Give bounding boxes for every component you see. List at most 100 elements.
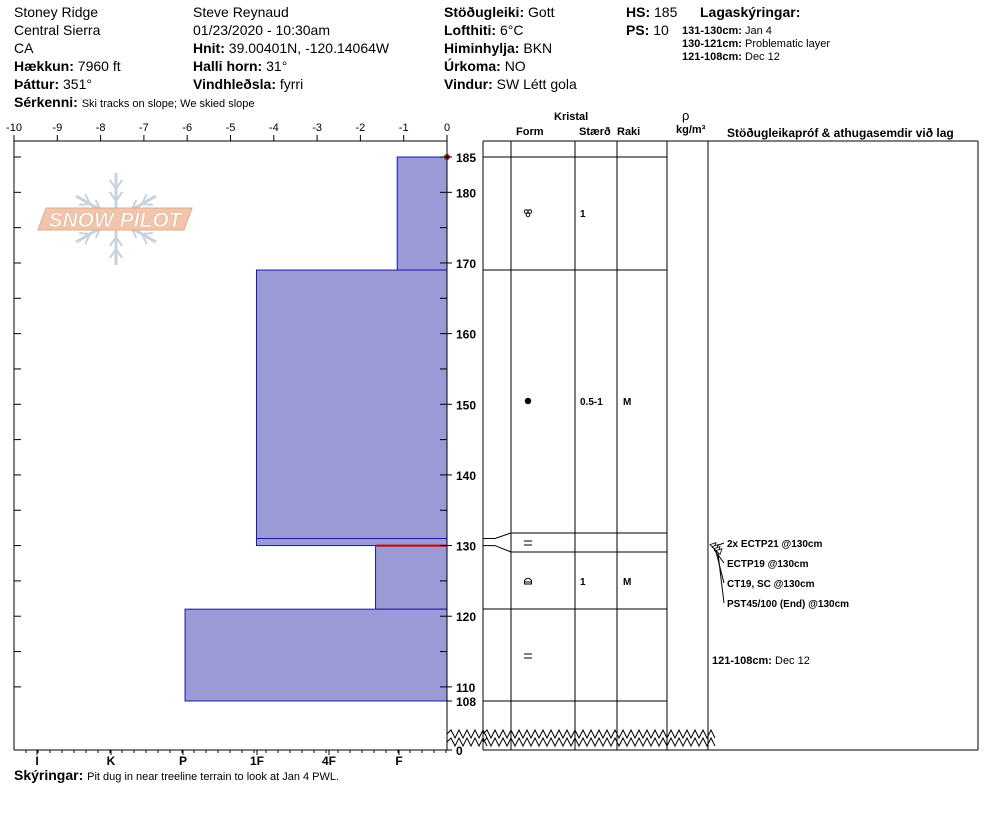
layer-note: 121-108cm: Dec 12 xyxy=(682,51,780,63)
sky-label: Himinhylja: xyxy=(444,40,520,56)
coords-label: Hnit: xyxy=(193,40,225,56)
wind-loading: Vindhleðsla: fyrri xyxy=(193,76,303,92)
profile-layer-bar xyxy=(375,545,448,610)
depth-tick-label: 160 xyxy=(456,328,476,342)
slope-label: Halli horn: xyxy=(193,58,263,74)
wind: Vindur: SW Létt gola xyxy=(444,76,577,92)
top-axis-tick-label: -1 xyxy=(399,122,409,134)
top-axis-tick-label: -4 xyxy=(269,122,279,134)
hardness-tick-label: 4F xyxy=(322,754,336,768)
wind-label: Vindur: xyxy=(444,76,493,92)
layer-size: 0.5-1 xyxy=(580,397,603,408)
size-header: Stærð xyxy=(579,126,611,138)
wind-value: SW Létt gola xyxy=(496,76,577,92)
test-arrowhead xyxy=(715,547,723,556)
depth-connector xyxy=(483,545,512,553)
snowflake-branch xyxy=(78,232,91,235)
layer-note-range: 131-130cm: xyxy=(682,25,742,37)
table-break-mark xyxy=(482,736,716,748)
profile-layer-bar xyxy=(255,538,448,547)
elevation: Hækkun: 7960 ft xyxy=(14,58,121,74)
table-break-mark xyxy=(482,728,716,740)
snowflake-branch xyxy=(141,193,148,205)
ps-value: 10 xyxy=(653,22,669,38)
elevation-label: Hækkun: xyxy=(14,58,74,74)
density-unit: kg/m³ xyxy=(676,124,706,136)
tests-header: Stöðugleikapróf & athugasemdir við lag xyxy=(727,126,954,140)
layer-moisture: M xyxy=(623,397,631,408)
snowflake-branch xyxy=(141,233,148,245)
comments: Skýringar: Pit dug in near treeline terr… xyxy=(14,767,339,783)
snowflake-branch xyxy=(78,203,91,206)
top-axis-tick-label: -9 xyxy=(52,122,62,134)
layer-note-text: Dec 12 xyxy=(745,51,780,63)
test-pointer xyxy=(717,553,725,604)
hardness-tick-label: F xyxy=(395,754,402,768)
snowflake-branch xyxy=(115,236,124,247)
axis-break-mark xyxy=(446,736,488,748)
layer-note-text: Jan 4 xyxy=(745,25,772,37)
top-axis-tick-label: -2 xyxy=(356,122,366,134)
density-symbol: ρ xyxy=(682,108,690,123)
snowflake-branch xyxy=(115,179,124,190)
surface-hoar-icon xyxy=(524,540,532,546)
observation-datetime: 01/23/2020 - 10:30am xyxy=(193,22,330,38)
precip-label: Úrkoma: xyxy=(444,58,501,74)
depth-tick-label: 170 xyxy=(456,257,476,271)
air-temp-value: 6°C xyxy=(499,22,524,38)
air-temp-label: Lofthiti: xyxy=(444,22,497,38)
features-label: Sérkenni: xyxy=(14,94,78,110)
stability-label: Stöðugleiki: xyxy=(444,4,525,20)
snowflake-branch xyxy=(108,236,117,247)
depth-tick-label: 140 xyxy=(456,469,476,483)
slope-angle: Halli horn: 31° xyxy=(193,58,287,74)
layer-comment: 121-108cm: Dec 12 xyxy=(712,655,810,667)
snowflake-branch xyxy=(115,248,124,259)
logo-banner xyxy=(37,207,193,231)
ps-label: PS: xyxy=(626,22,650,38)
layer-comment-text: Dec 12 xyxy=(775,655,810,667)
state-name: CA xyxy=(14,40,34,56)
aspect-label: Þáttur: xyxy=(14,76,60,92)
elevation-value: 7960 ft xyxy=(77,58,121,74)
top-axis-tick-label: -5 xyxy=(226,122,236,134)
features-value: Ski tracks on slope; We skied slope xyxy=(81,98,255,110)
profile-layer-bar xyxy=(396,156,448,271)
crystal-header: Kristal xyxy=(554,111,589,123)
rounded-grain-icon xyxy=(524,397,532,405)
moisture-header: Raki xyxy=(617,126,641,138)
top-axis-tick-label: -7 xyxy=(139,122,149,134)
snowflake-branch xyxy=(84,193,91,205)
comments-label: Skýringar: xyxy=(14,767,84,783)
sky-cover: Himinhylja: BKN xyxy=(444,40,552,56)
hardness-tick-label: P xyxy=(179,754,187,768)
top-axis-tick-label: -10 xyxy=(6,122,22,134)
layer-note-range: 130-121cm: xyxy=(682,38,742,50)
hardness-tick-label: K xyxy=(107,754,116,768)
layer-note: 130-121cm: Problematic layer xyxy=(682,38,830,50)
top-axis-tick-label: -3 xyxy=(312,122,322,134)
snowflake-branch xyxy=(141,203,154,206)
layer-size: 1 xyxy=(580,209,586,220)
depth-tick-label: 108 xyxy=(456,695,476,709)
depth-tick-label: 150 xyxy=(456,398,476,412)
snowflake-branch xyxy=(115,191,124,202)
surface-hoar-icon xyxy=(524,653,532,659)
form-header: Form xyxy=(516,126,544,138)
logo-text: SNOW PILOT xyxy=(49,209,184,232)
hs-label: HS: xyxy=(626,4,651,20)
aspect: Þáttur: 351° xyxy=(14,76,92,92)
top-axis-tick-label: -6 xyxy=(182,122,192,134)
sky-value: BKN xyxy=(523,40,553,56)
snow-height: HS: 185 xyxy=(626,4,677,20)
precipitation: Úrkoma: NO xyxy=(444,58,526,74)
icon-dot xyxy=(524,397,532,405)
layer-size: 1 xyxy=(580,577,586,588)
top-axis-tick-label: 0 xyxy=(444,122,450,134)
snowpilot-logo: SNOW PILOT xyxy=(37,173,193,265)
layer-note-text: Problematic layer xyxy=(745,38,830,50)
layer-moisture: M xyxy=(623,577,631,588)
aspect-value: 351° xyxy=(63,76,92,92)
icon-stroke xyxy=(524,577,532,585)
